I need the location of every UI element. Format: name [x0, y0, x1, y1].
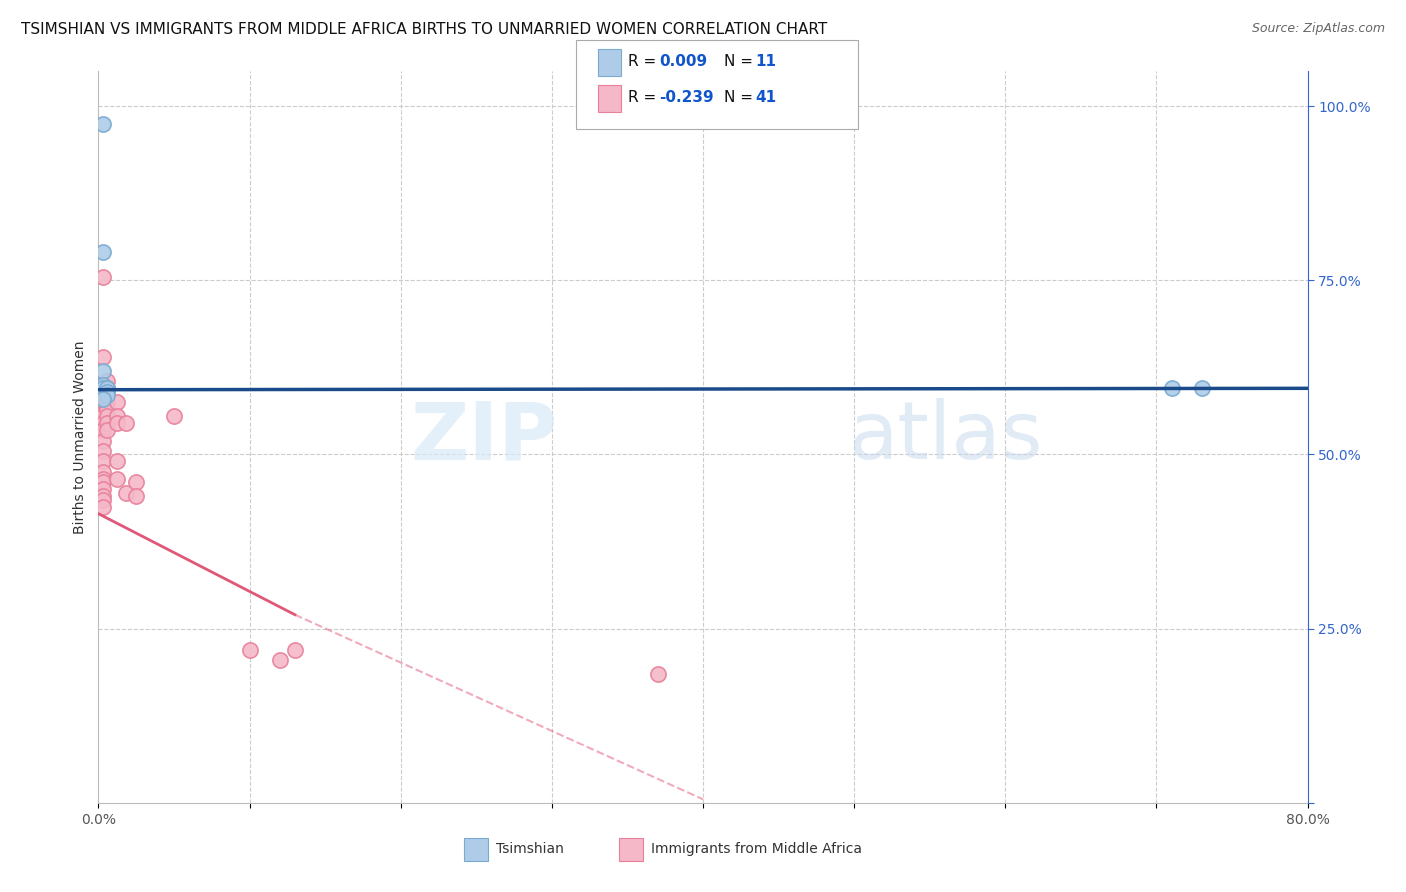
Point	[91, 475, 114, 490]
Point	[91, 377, 114, 392]
Point	[91, 454, 114, 468]
Y-axis label: Births to Unmarried Women: Births to Unmarried Women	[73, 341, 87, 533]
Point	[105, 472, 128, 486]
Text: 11: 11	[755, 54, 776, 69]
Text: -0.239: -0.239	[659, 90, 714, 104]
Point	[91, 381, 114, 395]
Point	[105, 395, 128, 409]
Point	[91, 492, 114, 507]
Point	[91, 392, 114, 406]
Text: 0.009: 0.009	[659, 54, 707, 69]
Point	[96, 416, 118, 430]
Text: Tsimshian: Tsimshian	[496, 842, 564, 856]
Point	[284, 642, 307, 657]
Point	[91, 402, 114, 417]
Point	[125, 489, 148, 503]
Point	[239, 642, 262, 657]
Point	[91, 472, 114, 486]
Point	[96, 395, 118, 409]
Point	[91, 269, 114, 284]
Text: Source: ZipAtlas.com: Source: ZipAtlas.com	[1251, 22, 1385, 36]
Point	[105, 416, 128, 430]
Point	[96, 388, 118, 402]
Point	[91, 489, 114, 503]
Text: Immigrants from Middle Africa: Immigrants from Middle Africa	[651, 842, 862, 856]
Point	[96, 375, 118, 389]
Point	[96, 381, 118, 395]
Point	[114, 416, 136, 430]
Point	[114, 485, 136, 500]
Point	[91, 117, 114, 131]
Point	[91, 377, 114, 392]
Point	[125, 475, 148, 490]
Point	[647, 667, 669, 681]
Point	[91, 483, 114, 497]
Point	[91, 444, 114, 458]
Point	[96, 423, 118, 437]
Point	[91, 416, 114, 430]
Point	[91, 500, 114, 514]
Point	[96, 409, 118, 424]
Text: TSIMSHIAN VS IMMIGRANTS FROM MIDDLE AFRICA BIRTHS TO UNMARRIED WOMEN CORRELATION: TSIMSHIAN VS IMMIGRANTS FROM MIDDLE AFRI…	[21, 22, 827, 37]
Text: N =: N =	[724, 54, 758, 69]
Point	[269, 653, 291, 667]
Text: 41: 41	[755, 90, 776, 104]
Point	[105, 409, 128, 424]
Text: R =: R =	[628, 54, 662, 69]
Text: ZIP: ZIP	[411, 398, 558, 476]
Point	[91, 434, 114, 448]
Point	[91, 350, 114, 364]
Point	[1160, 381, 1182, 395]
Point	[1191, 381, 1213, 395]
Point	[105, 454, 128, 468]
Point	[96, 402, 118, 417]
Point	[91, 245, 114, 260]
Point	[91, 423, 114, 437]
Text: R =: R =	[628, 90, 662, 104]
Point	[91, 406, 114, 420]
Point	[91, 409, 114, 424]
Text: N =: N =	[724, 90, 758, 104]
Point	[91, 395, 114, 409]
Point	[91, 392, 114, 406]
Text: atlas: atlas	[848, 398, 1042, 476]
Point	[163, 409, 186, 424]
Point	[91, 364, 114, 378]
Point	[96, 384, 118, 399]
Point	[96, 381, 118, 395]
Point	[91, 465, 114, 479]
